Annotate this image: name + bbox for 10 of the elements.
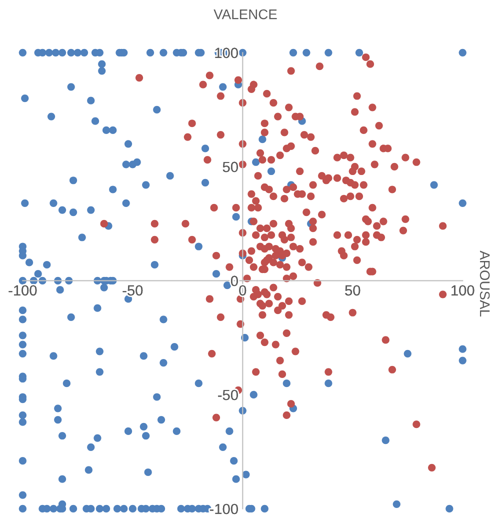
x-tick-label: -50 bbox=[122, 285, 143, 296]
y-tick-label: -50 bbox=[218, 390, 238, 400]
x-tick-label: 0 bbox=[239, 285, 246, 296]
chart-title: VALENCE bbox=[214, 9, 277, 20]
y-axis-title: AROUSAL bbox=[480, 250, 490, 317]
x-tick-label: -100 bbox=[8, 285, 37, 296]
x-tick-label: 50 bbox=[345, 285, 360, 296]
x-tick-label: 100 bbox=[452, 285, 474, 296]
y-tick-label: 0 bbox=[230, 276, 238, 286]
y-tick-label: 50 bbox=[222, 162, 238, 172]
